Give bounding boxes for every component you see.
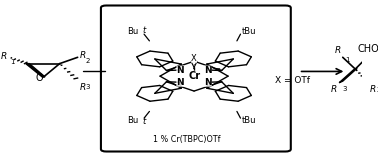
Text: 3: 3 (85, 84, 90, 90)
Text: R: R (370, 85, 376, 94)
Text: R: R (335, 46, 341, 55)
FancyBboxPatch shape (101, 5, 291, 152)
Text: 2: 2 (85, 58, 90, 64)
Text: CHO: CHO (357, 44, 378, 54)
Text: R: R (79, 83, 86, 92)
Text: 1: 1 (345, 57, 349, 62)
Text: X = OTf: X = OTf (275, 76, 310, 85)
Text: N: N (204, 78, 212, 87)
Text: Bu: Bu (127, 27, 139, 36)
Text: R: R (0, 52, 7, 61)
Polygon shape (26, 64, 45, 77)
Text: 1 % Cr(TBPC)OTf: 1 % Cr(TBPC)OTf (153, 135, 221, 144)
Text: =: = (213, 65, 220, 74)
Text: O: O (36, 73, 43, 83)
Text: Cr: Cr (188, 71, 200, 81)
Text: N: N (204, 65, 212, 75)
Text: Bu: Bu (127, 116, 139, 125)
Text: N: N (176, 65, 184, 75)
Polygon shape (339, 68, 357, 83)
Text: tBu: tBu (242, 27, 257, 36)
Text: R: R (79, 51, 86, 60)
Text: 1: 1 (10, 59, 15, 65)
Text: 2: 2 (376, 87, 378, 93)
Text: t: t (143, 26, 146, 35)
Text: R: R (331, 85, 337, 94)
Text: tBu: tBu (242, 116, 257, 125)
Text: X: X (191, 54, 197, 63)
Text: 3: 3 (343, 86, 347, 92)
Text: N: N (176, 78, 184, 87)
Text: t: t (143, 117, 146, 126)
